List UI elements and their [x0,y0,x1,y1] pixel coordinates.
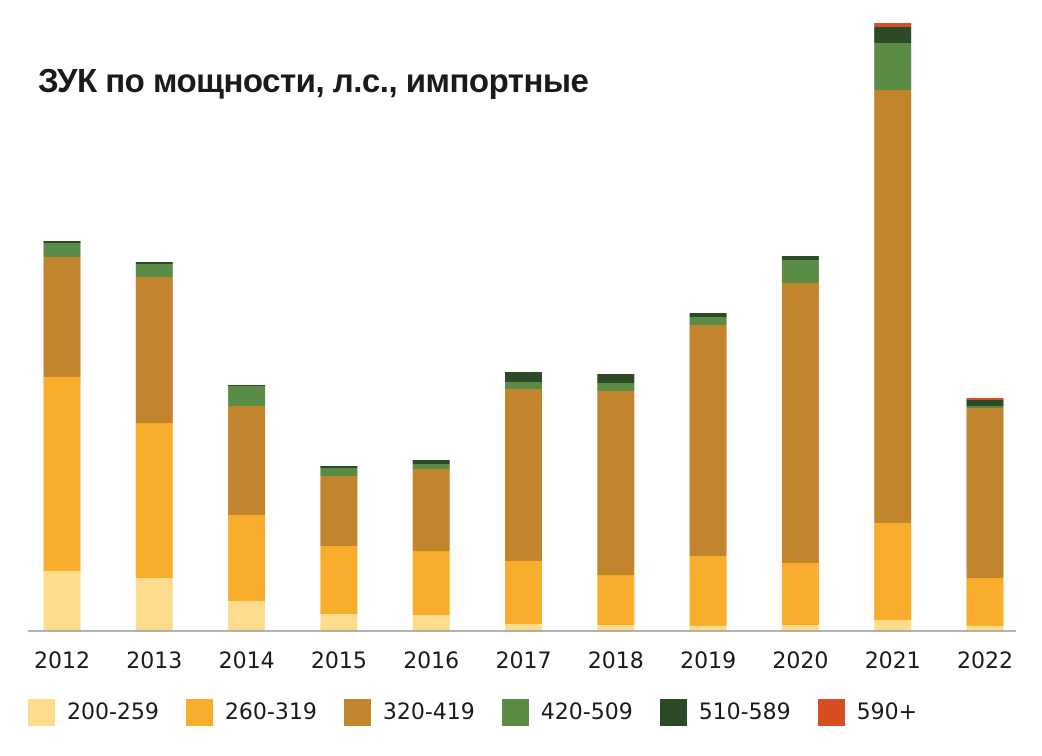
bar-segment-2013-200-259 [135,578,173,631]
stacked-bar-chart: 2012 2013 2014 2015 2016 2017 2018 2019 2020 2021… [28,23,1016,674]
bar-segment-2017-420-509 [505,382,542,389]
bar-segment-2015-510-589 [320,466,358,468]
bar-segment-2021-260-319 [874,523,912,620]
legend-item: 260-319 [185,698,317,726]
legend-label: 320-419 [382,699,475,725]
x-tick-label: 2014 [219,649,275,674]
bar-segment-2017-260-319 [505,561,542,624]
x-tick-label: 2012 [34,649,90,674]
bar-segment-2022-420-509 [966,406,1004,408]
chart-title: ЗУК по мощности, л.с., импортные [38,62,589,99]
bar-segment-2018-200-259 [597,625,635,631]
bar-segment-2014-260-319 [228,515,266,601]
bar-segment-2015-420-509 [320,468,358,476]
legend-swatch [659,698,687,726]
bar-segment-2021-200-259 [874,620,912,631]
bar-segment-2012-510-589 [43,241,81,243]
bar-segment-2015-260-319 [320,546,358,614]
bar-segment-2022-260-319 [966,578,1004,626]
bar-segment-2019-260-319 [689,556,727,626]
bar-segment-2019-200-259 [689,626,727,631]
bar-segment-2022-510-589 [966,400,1004,406]
bar-segment-2013-320-419 [135,277,173,423]
legend-swatch [817,698,845,726]
bar-segment-2018-320-419 [597,391,635,575]
bar-segment-2021-320-419 [874,90,912,523]
bar-segment-2012-320-419 [43,257,81,377]
bar-segment-2016-320-419 [412,469,450,551]
legend-item: 200-259 [28,698,159,726]
bar-segment-2018-510-589 [597,374,635,383]
legend-swatch [185,698,213,726]
x-tick-label: 2021 [865,649,921,674]
bar-segment-2015-200-259 [320,614,358,631]
bar-segment-2015-320-419 [320,476,358,546]
legend-swatch [28,698,55,726]
bar-segment-2014-200-259 [228,601,266,631]
legend-label: 420-509 [540,699,633,725]
legend-item: 510-589 [659,698,791,726]
legend-label: 590+ [856,699,918,725]
bar-segment-2016-420-509 [412,464,450,469]
bar-segment-2014-420-509 [228,386,266,406]
bar-segment-2022-590+ [966,398,1004,400]
bar-segment-2020-260-319 [781,563,819,625]
bar-segment-2020-200-259 [781,625,819,631]
legend-label: 260-319 [224,699,317,725]
legend-swatch [501,698,529,726]
bar-segment-2017-510-589 [505,372,542,382]
bars-group [43,23,1004,631]
x-tick-label: 2016 [403,649,459,674]
legend: 200-259 260-319 320-419 420-509 510-589 590+ [28,696,944,728]
bar-segment-2021-590+ [874,23,912,27]
bar-segment-2020-420-509 [781,260,819,283]
x-tick-label: 2022 [957,649,1013,674]
bar-segment-2012-200-259 [43,571,81,631]
x-tick-label: 2015 [311,649,367,674]
bar-segment-2017-200-259 [505,624,542,631]
bar-segment-2013-510-589 [135,262,173,264]
legend-item: 420-509 [501,698,633,726]
bar-segment-2021-510-589 [874,27,912,43]
bar-segment-2017-320-419 [505,389,542,561]
legend-item: 320-419 [343,698,475,726]
legend-swatch [343,698,371,726]
x-tick-label: 2020 [772,649,828,674]
bar-segment-2013-260-319 [135,423,173,578]
bar-segment-2019-510-589 [689,313,727,317]
bar-segment-2016-260-319 [412,551,450,615]
legend-label: 510-589 [698,699,791,725]
bar-segment-2012-260-319 [43,377,81,571]
bar-segment-2020-320-419 [781,283,819,563]
bar-segment-2012-420-509 [43,243,81,257]
bar-segment-2020-510-589 [781,256,819,260]
bar-segment-2019-420-509 [689,317,727,325]
bar-segment-2018-260-319 [597,575,635,625]
bar-segment-2022-200-259 [966,626,1004,631]
legend-label: 200-259 [67,699,159,725]
x-tick-label: 2017 [496,649,552,674]
x-tick-labels: 2012 2013 2014 2015 2016 2017 2018 2019 2020 2021… [34,649,1013,674]
bar-segment-2018-420-509 [597,383,635,391]
bar-segment-2016-200-259 [412,615,450,631]
x-tick-label: 2013 [126,649,182,674]
bar-segment-2019-320-419 [689,325,727,556]
bar-segment-2016-510-589 [412,460,450,464]
bar-segment-2014-510-589 [228,385,266,386]
legend-item: 590+ [817,698,918,726]
bar-segment-2014-320-419 [228,406,266,515]
x-tick-label: 2019 [680,649,736,674]
bar-segment-2022-320-419 [966,408,1004,578]
x-tick-label: 2018 [588,649,644,674]
bar-segment-2013-420-509 [135,264,173,277]
bar-segment-2021-420-509 [874,43,912,90]
